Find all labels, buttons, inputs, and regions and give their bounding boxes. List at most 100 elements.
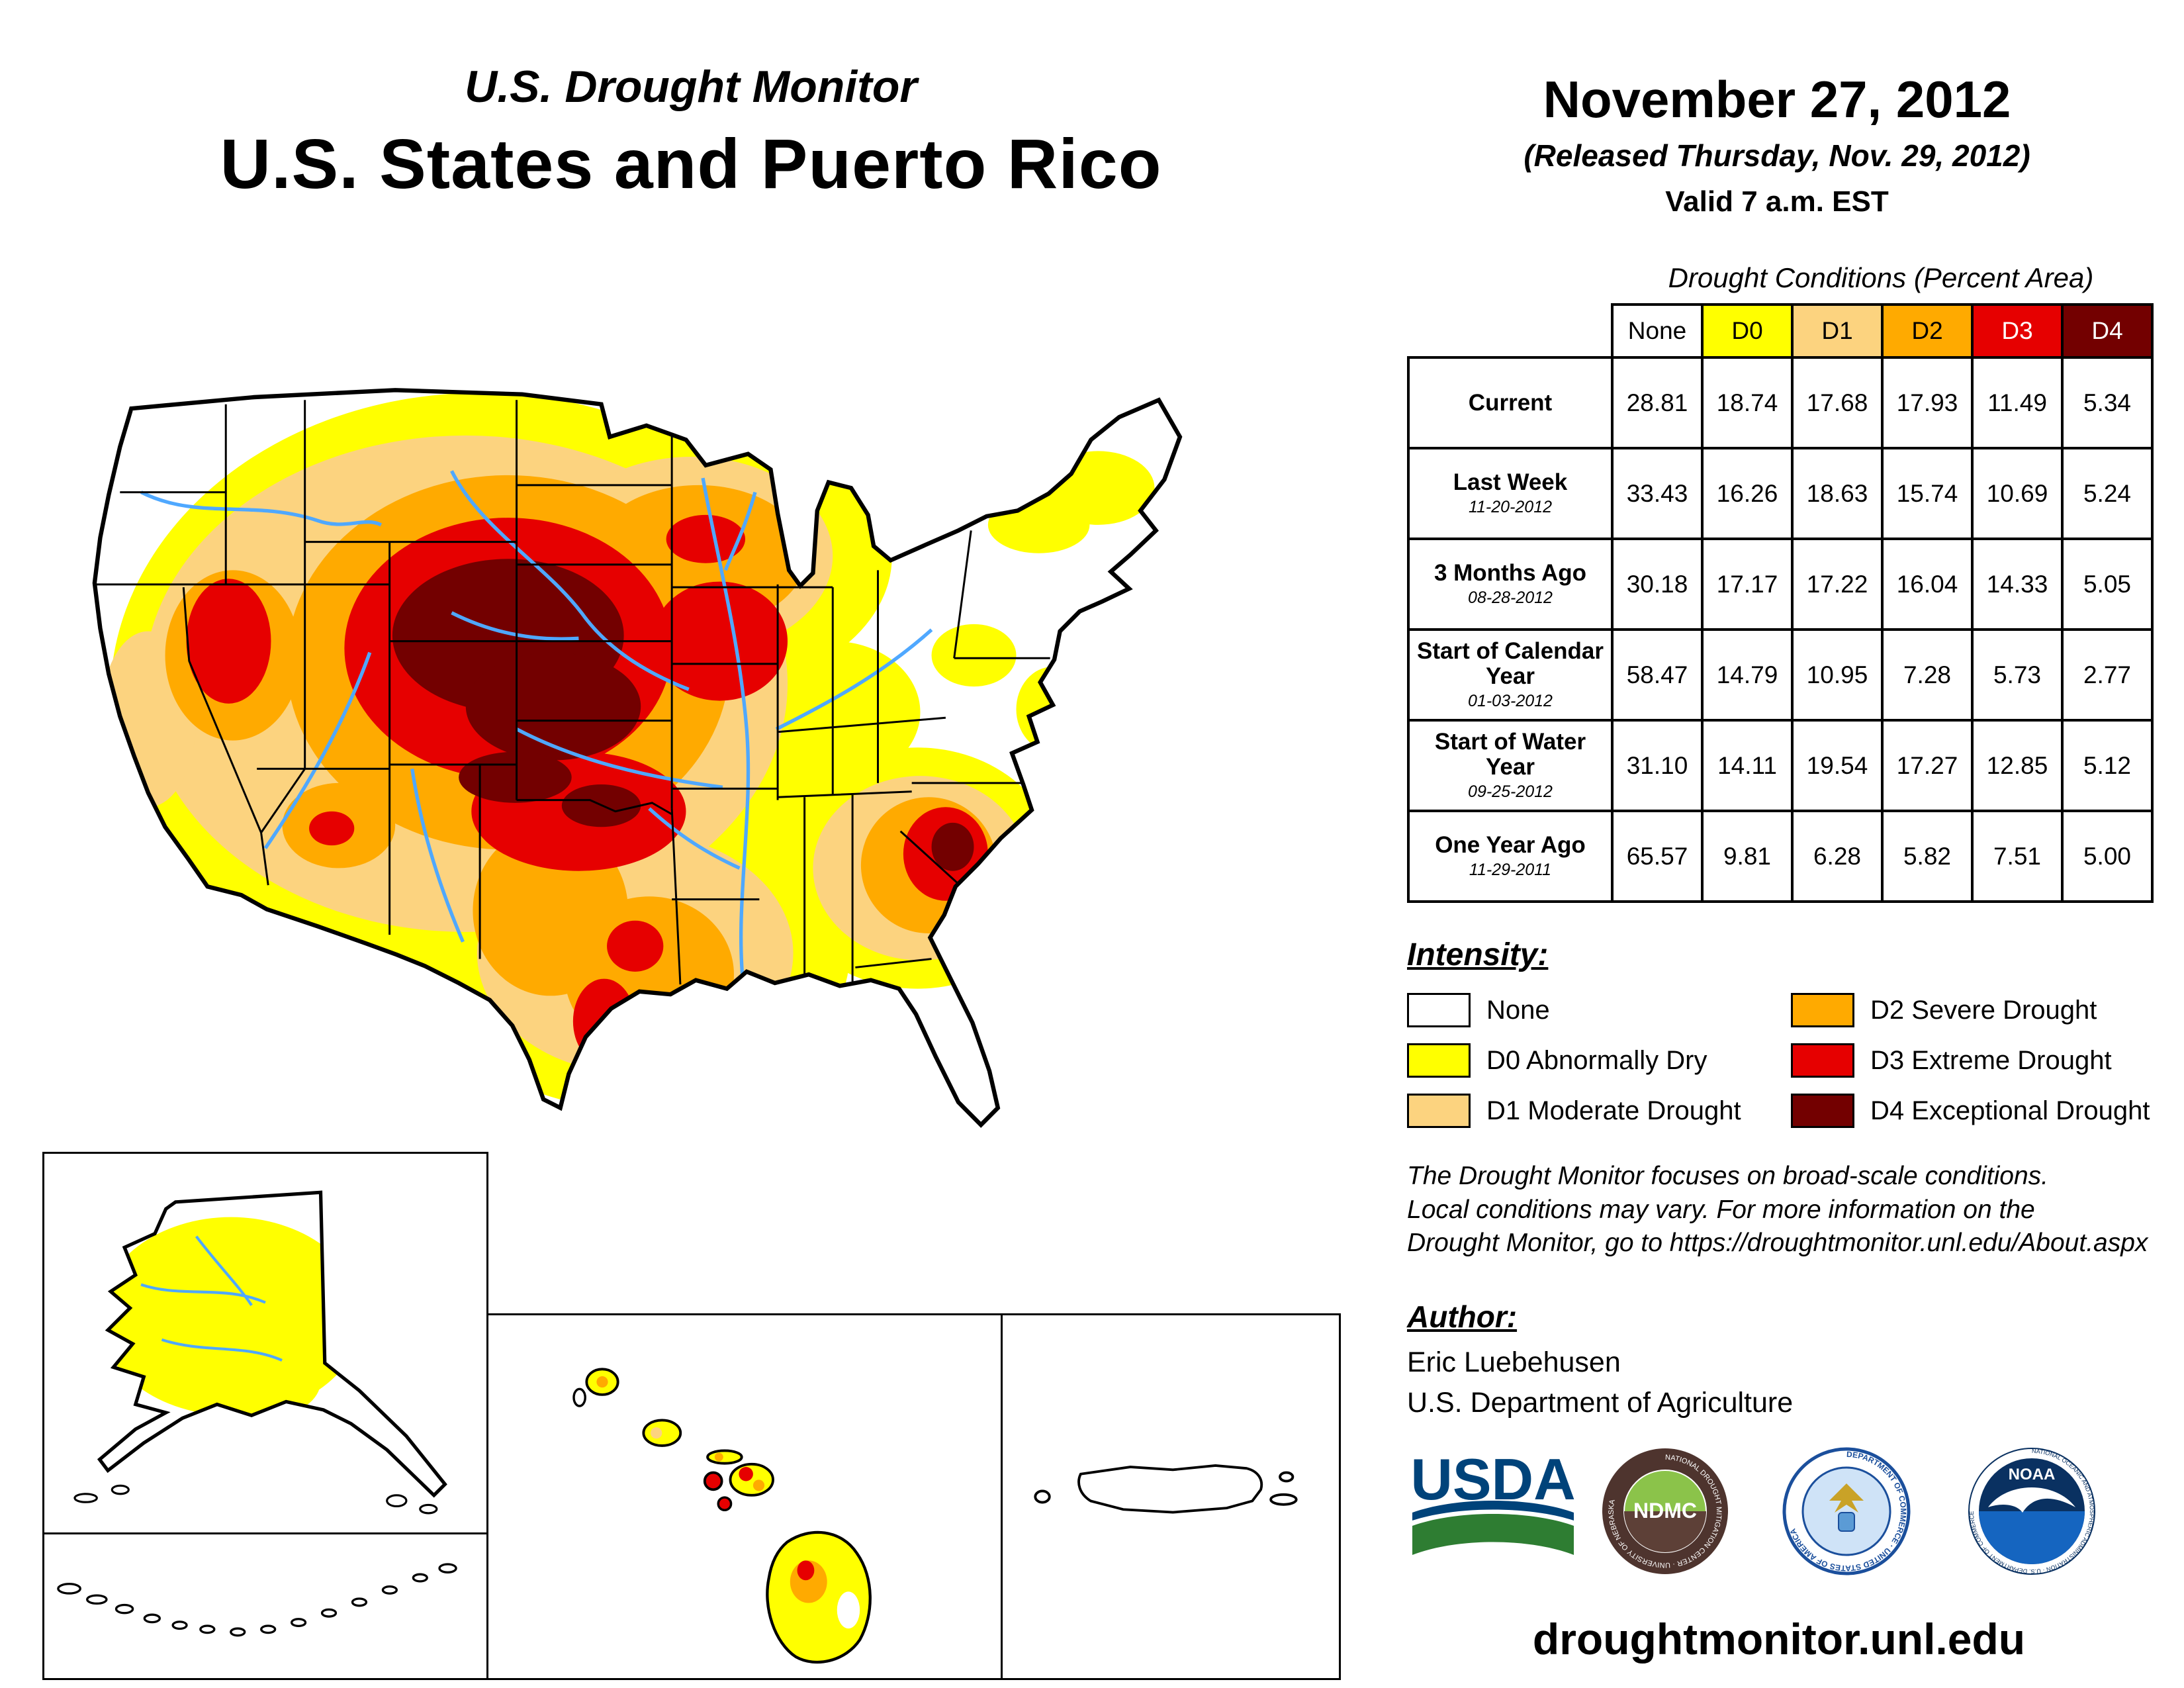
table-value: 30.18 bbox=[1611, 538, 1704, 631]
legend-swatch bbox=[1791, 1043, 1854, 1078]
noaa-logo: NOAA NATIONAL OCEANIC AND ATMOSPHERIC AD… bbox=[1967, 1446, 2097, 1576]
legend-label: D0 Abnormally Dry bbox=[1486, 1045, 1707, 1075]
table-value: 16.04 bbox=[1881, 538, 1974, 631]
legend-swatch bbox=[1407, 1094, 1471, 1128]
legend-col-2: D2 Severe Drought D3 Extreme Drought D4 Ex… bbox=[1791, 993, 2150, 1128]
table-row: 3 Months Ago 08-28-2012 30.18 17.17 17.22 16.… bbox=[1407, 538, 2154, 631]
disclaimer-line: Local conditions may vary. For more info… bbox=[1407, 1195, 2035, 1224]
table-value: 33.43 bbox=[1611, 447, 1704, 540]
state-borders bbox=[96, 400, 1050, 985]
table-value: 17.93 bbox=[1881, 356, 1974, 449]
legend-label: D3 Extreme Drought bbox=[1870, 1045, 2112, 1075]
table-value: 14.79 bbox=[1701, 628, 1794, 722]
table-value: 7.28 bbox=[1881, 628, 1974, 722]
table-value: 5.82 bbox=[1881, 810, 1974, 903]
legend-item: D3 Extreme Drought bbox=[1791, 1043, 2150, 1078]
table-title: Drought Conditions (Percent Area) bbox=[1668, 262, 2094, 293]
agency-logos: USDA NDMC NATIONAL DROUGHT MITIGATION CE… bbox=[1407, 1446, 2151, 1585]
table-value: 5.00 bbox=[2061, 810, 2154, 903]
column-header-d1: D1 bbox=[1791, 303, 1884, 359]
row-label: Start of Water Year 09-25-2012 bbox=[1407, 719, 1614, 812]
alaska-inset bbox=[42, 1152, 488, 1534]
row-label: Last Week 11-20-2012 bbox=[1407, 447, 1614, 540]
table-value: 17.27 bbox=[1881, 719, 1974, 812]
table-value: 12.85 bbox=[1971, 719, 2064, 812]
table-value: 17.68 bbox=[1791, 356, 1884, 449]
intensity-legend: Intensity: None D0 Abnormally Dry D1 Moder… bbox=[1407, 937, 2151, 1128]
ndmc-logo: NDMC NATIONAL DROUGHT MITIGATION CENTER … bbox=[1600, 1446, 1730, 1576]
table-value: 11.49 bbox=[1971, 356, 2064, 449]
puerto-rico-island bbox=[1034, 1464, 1298, 1514]
table-corner bbox=[1408, 305, 1612, 357]
author-organization: U.S. Department of Agriculture bbox=[1407, 1387, 1794, 1419]
legend-label: None bbox=[1486, 995, 1550, 1025]
alaska-islands bbox=[73, 1484, 438, 1515]
released-date: (Released Thursday, Nov. 29, 2012) bbox=[1524, 138, 2030, 173]
row-label: Current bbox=[1407, 356, 1614, 449]
drought-conditions-table: None D0 D1 D2 D3 D4 Current 28.81 18.74 17.68 17.… bbox=[1407, 303, 2154, 903]
table-value: 14.33 bbox=[1971, 538, 2064, 631]
legend-swatch bbox=[1407, 993, 1471, 1027]
table-value: 19.54 bbox=[1791, 719, 1884, 812]
table-value: 9.81 bbox=[1701, 810, 1794, 903]
table-value: 17.22 bbox=[1791, 538, 1884, 631]
date-block: November 27, 2012 (Released Thursday, No… bbox=[1410, 70, 2144, 218]
table-value: 6.28 bbox=[1791, 810, 1884, 903]
author-block: Author: Eric Luebehusen U.S. Department … bbox=[1407, 1299, 1793, 1419]
table-header-row: None D0 D1 D2 D3 D4 bbox=[1408, 303, 2154, 359]
legend-label: D1 Moderate Drought bbox=[1486, 1096, 1741, 1125]
row-label: 3 Months Ago 08-28-2012 bbox=[1407, 538, 1614, 631]
report-subtitle: U.S. Drought Monitor bbox=[465, 62, 917, 112]
table-value: 5.05 bbox=[2061, 538, 2154, 631]
page-title: U.S. States and Puerto Rico bbox=[220, 125, 1162, 203]
legend-item: D4 Exceptional Drought bbox=[1791, 1094, 2150, 1128]
column-header-none: None bbox=[1611, 303, 1704, 359]
column-header-d3: D3 bbox=[1971, 303, 2064, 359]
legend-swatch bbox=[1407, 1043, 1471, 1078]
usda-logo: USDA bbox=[1407, 1446, 1579, 1572]
hawaii-inset bbox=[486, 1313, 1003, 1680]
table-row: One Year Ago 11-29-2011 65.57 9.81 6.28 5.82 7… bbox=[1407, 810, 2154, 903]
table-value: 31.10 bbox=[1611, 719, 1704, 812]
legend-col-1: None D0 Abnormally Dry D1 Moderate Drought bbox=[1407, 993, 1791, 1128]
legend-item: None bbox=[1407, 993, 1791, 1027]
disclaimer-line: The Drought Monitor focuses on broad-sca… bbox=[1407, 1162, 2049, 1190]
aleutian-islands-inset bbox=[42, 1532, 488, 1680]
column-header-d4: D4 bbox=[2061, 303, 2154, 359]
ndmc-logo-text: NDMC bbox=[1633, 1499, 1697, 1523]
report-date: November 27, 2012 bbox=[1543, 70, 2011, 128]
legend-item: D0 Abnormally Dry bbox=[1407, 1043, 1791, 1078]
drought-table-body: Current 28.81 18.74 17.68 17.93 11.49 5.34 Last… bbox=[1407, 356, 2154, 903]
column-header-d2: D2 bbox=[1881, 303, 1974, 359]
table-value: 16.26 bbox=[1701, 447, 1794, 540]
puerto-rico-inset bbox=[1001, 1313, 1341, 1680]
table-row: Start of Water Year 09-25-2012 31.10 14.11 1… bbox=[1407, 719, 2154, 812]
author-name: Eric Luebehusen bbox=[1407, 1346, 1621, 1378]
site-url-link[interactable]: droughtmonitor.unl.edu bbox=[1532, 1615, 2026, 1664]
table-row: Current 28.81 18.74 17.68 17.93 11.49 5.34 bbox=[1407, 356, 2154, 449]
legend-title: Intensity: bbox=[1407, 937, 1549, 972]
row-label: Start of Calendar Year 01-03-2012 bbox=[1407, 628, 1614, 722]
table-value: 15.74 bbox=[1881, 447, 1974, 540]
noaa-logo-text: NOAA bbox=[2009, 1466, 2056, 1483]
table-value: 5.34 bbox=[2061, 356, 2154, 449]
legend-item: D1 Moderate Drought bbox=[1407, 1094, 1791, 1128]
legend-swatch bbox=[1791, 1094, 1854, 1128]
disclaimer-text: The Drought Monitor focuses on broad-sca… bbox=[1407, 1160, 2148, 1260]
table-value: 7.51 bbox=[1971, 810, 2064, 903]
valid-time: Valid 7 a.m. EST bbox=[1665, 185, 1889, 218]
author-heading: Author: bbox=[1407, 1299, 1518, 1334]
table-value: 58.47 bbox=[1611, 628, 1704, 722]
legend-label: D2 Severe Drought bbox=[1870, 995, 2097, 1025]
table-value: 28.81 bbox=[1611, 356, 1704, 449]
legend-swatch bbox=[1791, 993, 1854, 1027]
table-value: 14.11 bbox=[1701, 719, 1794, 812]
table-row: Last Week 11-20-2012 33.43 16.26 18.63 15.74 1… bbox=[1407, 447, 2154, 540]
legend-item: D2 Severe Drought bbox=[1791, 993, 2150, 1027]
table-value: 2.77 bbox=[2061, 628, 2154, 722]
rivers bbox=[140, 470, 933, 991]
table-value: 17.17 bbox=[1701, 538, 1794, 631]
legend-label: D4 Exceptional Drought bbox=[1870, 1096, 2150, 1125]
alaska-d0-areas bbox=[99, 1217, 363, 1416]
